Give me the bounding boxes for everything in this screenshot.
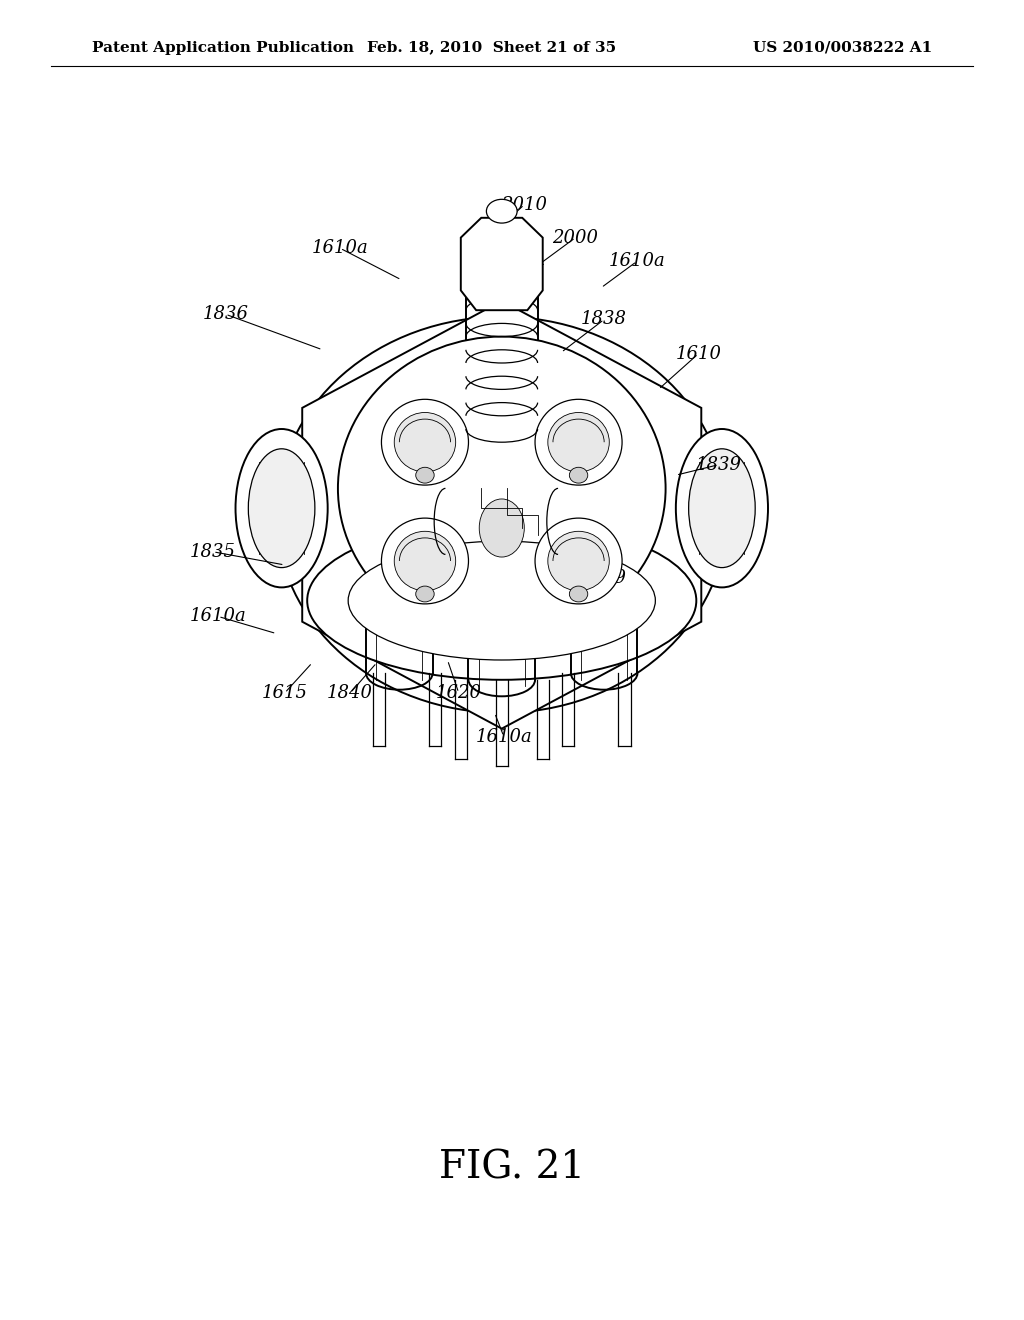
Text: 1839: 1839 xyxy=(696,455,741,474)
Polygon shape xyxy=(461,218,543,310)
Text: 1838: 1838 xyxy=(582,310,627,329)
Ellipse shape xyxy=(307,521,696,680)
Ellipse shape xyxy=(688,449,755,568)
Ellipse shape xyxy=(416,467,434,483)
Text: 1835: 1835 xyxy=(190,543,236,561)
Ellipse shape xyxy=(548,412,609,473)
Ellipse shape xyxy=(348,541,655,660)
Text: 1610a: 1610a xyxy=(189,607,247,626)
Ellipse shape xyxy=(338,337,666,640)
Text: FIG. 21: FIG. 21 xyxy=(439,1150,585,1187)
Text: 1610a: 1610a xyxy=(475,727,532,746)
Ellipse shape xyxy=(416,586,434,602)
Ellipse shape xyxy=(249,449,315,568)
Text: US 2010/0038222 A1: US 2010/0038222 A1 xyxy=(753,41,932,54)
Ellipse shape xyxy=(548,532,609,591)
Text: 1619: 1619 xyxy=(582,569,627,587)
Ellipse shape xyxy=(569,586,588,602)
Ellipse shape xyxy=(276,317,727,713)
Text: 1615: 1615 xyxy=(262,684,307,702)
Ellipse shape xyxy=(394,412,456,473)
Ellipse shape xyxy=(381,519,468,605)
Ellipse shape xyxy=(676,429,768,587)
Ellipse shape xyxy=(394,532,456,591)
Text: 1610a: 1610a xyxy=(311,239,369,257)
Text: 1610a: 1610a xyxy=(608,252,666,271)
Ellipse shape xyxy=(535,399,622,484)
Text: Patent Application Publication: Patent Application Publication xyxy=(92,41,354,54)
Ellipse shape xyxy=(236,429,328,587)
Polygon shape xyxy=(302,301,701,729)
Text: 1620: 1620 xyxy=(436,684,481,702)
Ellipse shape xyxy=(486,199,517,223)
Text: 1610: 1610 xyxy=(676,345,721,363)
Ellipse shape xyxy=(381,399,468,484)
Ellipse shape xyxy=(535,519,622,605)
Text: 2010: 2010 xyxy=(502,195,547,214)
Circle shape xyxy=(479,499,524,557)
Ellipse shape xyxy=(569,467,588,483)
Text: 1840: 1840 xyxy=(328,684,373,702)
Text: 2000: 2000 xyxy=(553,228,598,247)
Text: 1836: 1836 xyxy=(203,305,248,323)
Text: Feb. 18, 2010  Sheet 21 of 35: Feb. 18, 2010 Sheet 21 of 35 xyxy=(367,41,616,54)
